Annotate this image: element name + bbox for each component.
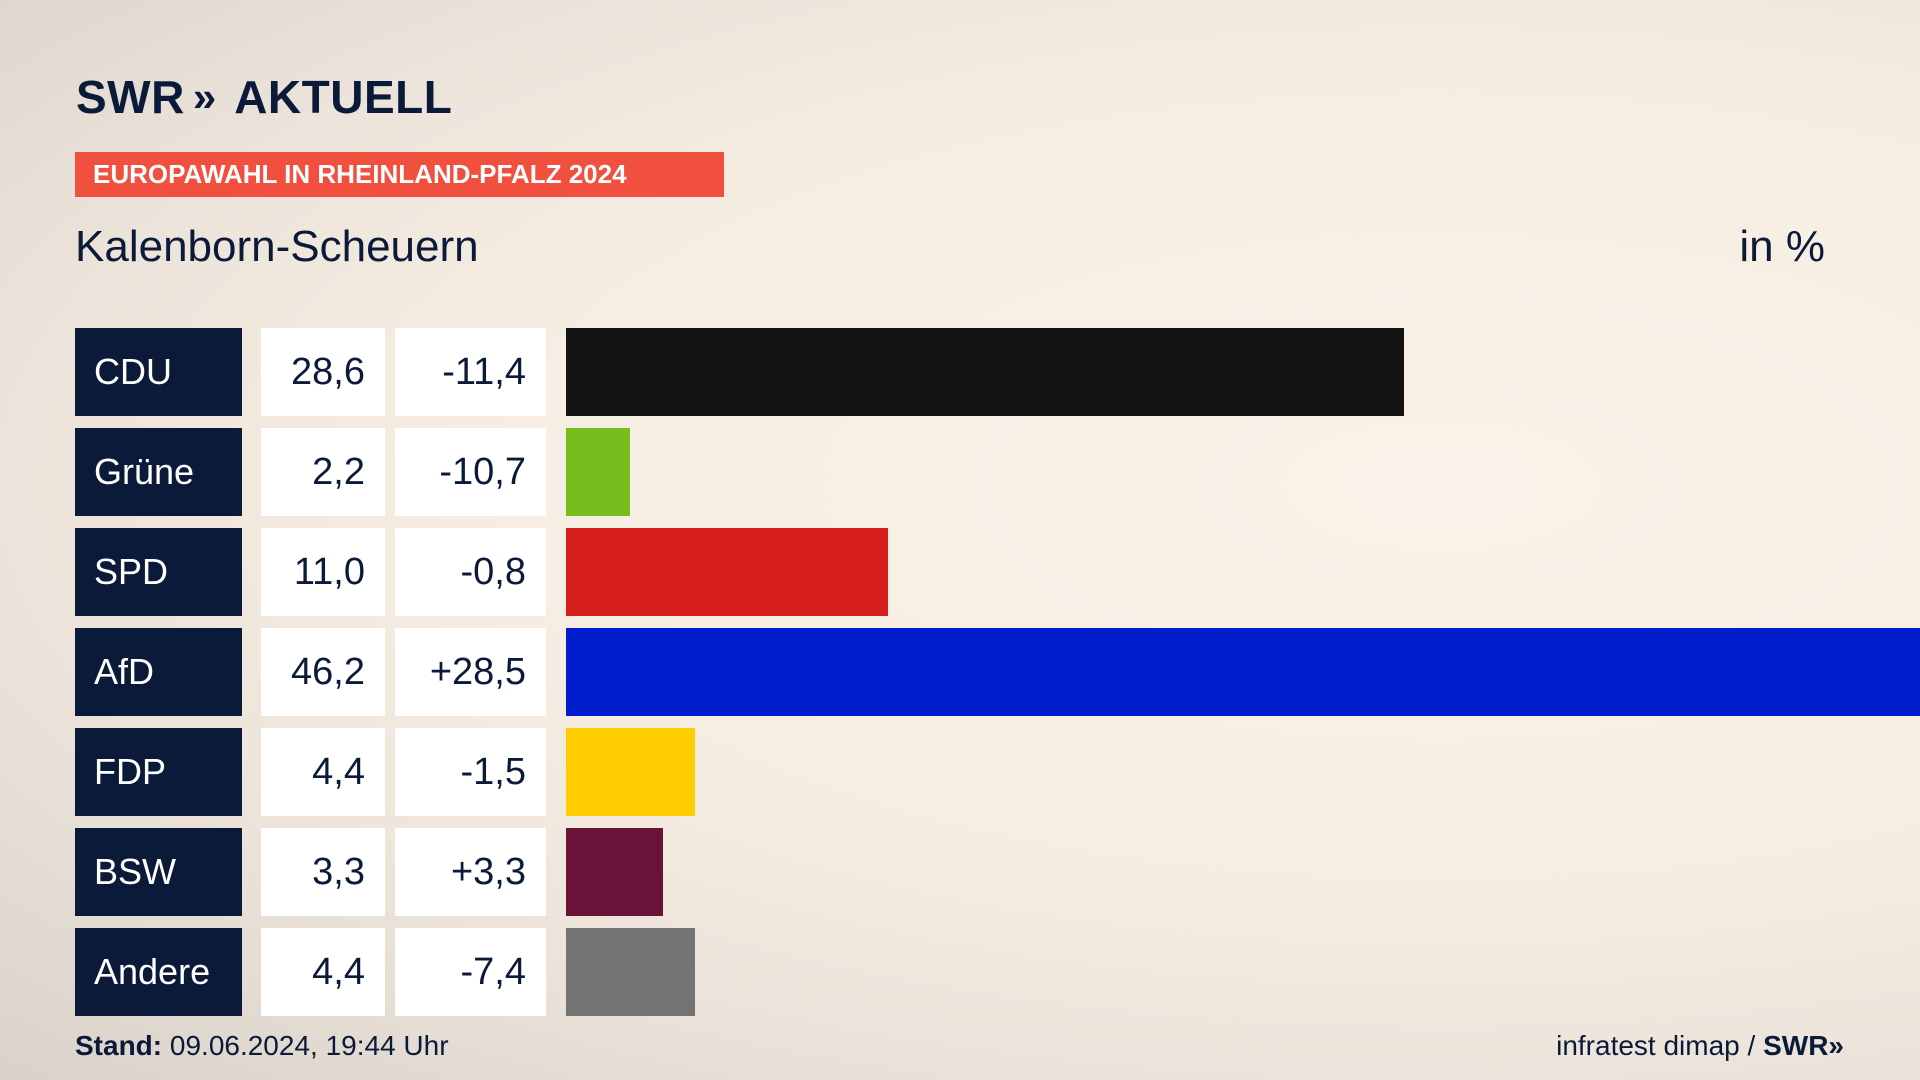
swr-aktuell-logo: SWR» AKTUELL [76,70,452,124]
change-value: +28,5 [395,628,546,716]
source-credit: infratest dimap / SWR» [1556,1030,1844,1062]
source-name: infratest dimap / [1556,1030,1756,1061]
chevron-icon: » [192,73,217,120]
stand-label: Stand: [75,1030,163,1061]
municipality-title: Kalenborn-Scheuern [75,222,479,271]
vote-share-value: 3,3 [261,828,385,916]
party-label: CDU [75,328,242,416]
result-bar [566,828,663,916]
vote-share-value: 2,2 [261,428,385,516]
party-label: AfD [75,628,242,716]
party-label: Grüne [75,428,242,516]
party-label: SPD [75,528,242,616]
brand-product: AKTUELL [234,71,453,123]
election-tag: EUROPAWAHL IN RHEINLAND-PFALZ 2024 [75,152,724,197]
result-bar [566,528,888,616]
result-bar [566,928,695,1016]
change-value: -1,5 [395,728,546,816]
party-label: BSW [75,828,242,916]
change-value: -10,7 [395,428,546,516]
change-value: -7,4 [395,928,546,1016]
party-label: FDP [75,728,242,816]
vote-share-value: 4,4 [261,928,385,1016]
brand-name: SWR [76,71,185,123]
change-value: -0,8 [395,528,546,616]
result-bar [566,428,630,516]
change-value: -11,4 [395,328,546,416]
result-bar [566,628,1920,716]
vote-share-value: 11,0 [261,528,385,616]
vote-share-value: 46,2 [261,628,385,716]
timestamp: Stand: 09.06.2024, 19:44 Uhr [75,1030,449,1062]
vote-share-value: 4,4 [261,728,385,816]
unit-label: in % [1739,222,1825,271]
result-bar [566,328,1404,416]
result-bar [566,728,695,816]
change-value: +3,3 [395,828,546,916]
party-label: Andere [75,928,242,1016]
source-brand: SWR» [1763,1030,1844,1061]
vote-share-value: 28,6 [261,328,385,416]
stand-value: 09.06.2024, 19:44 Uhr [169,1030,449,1061]
